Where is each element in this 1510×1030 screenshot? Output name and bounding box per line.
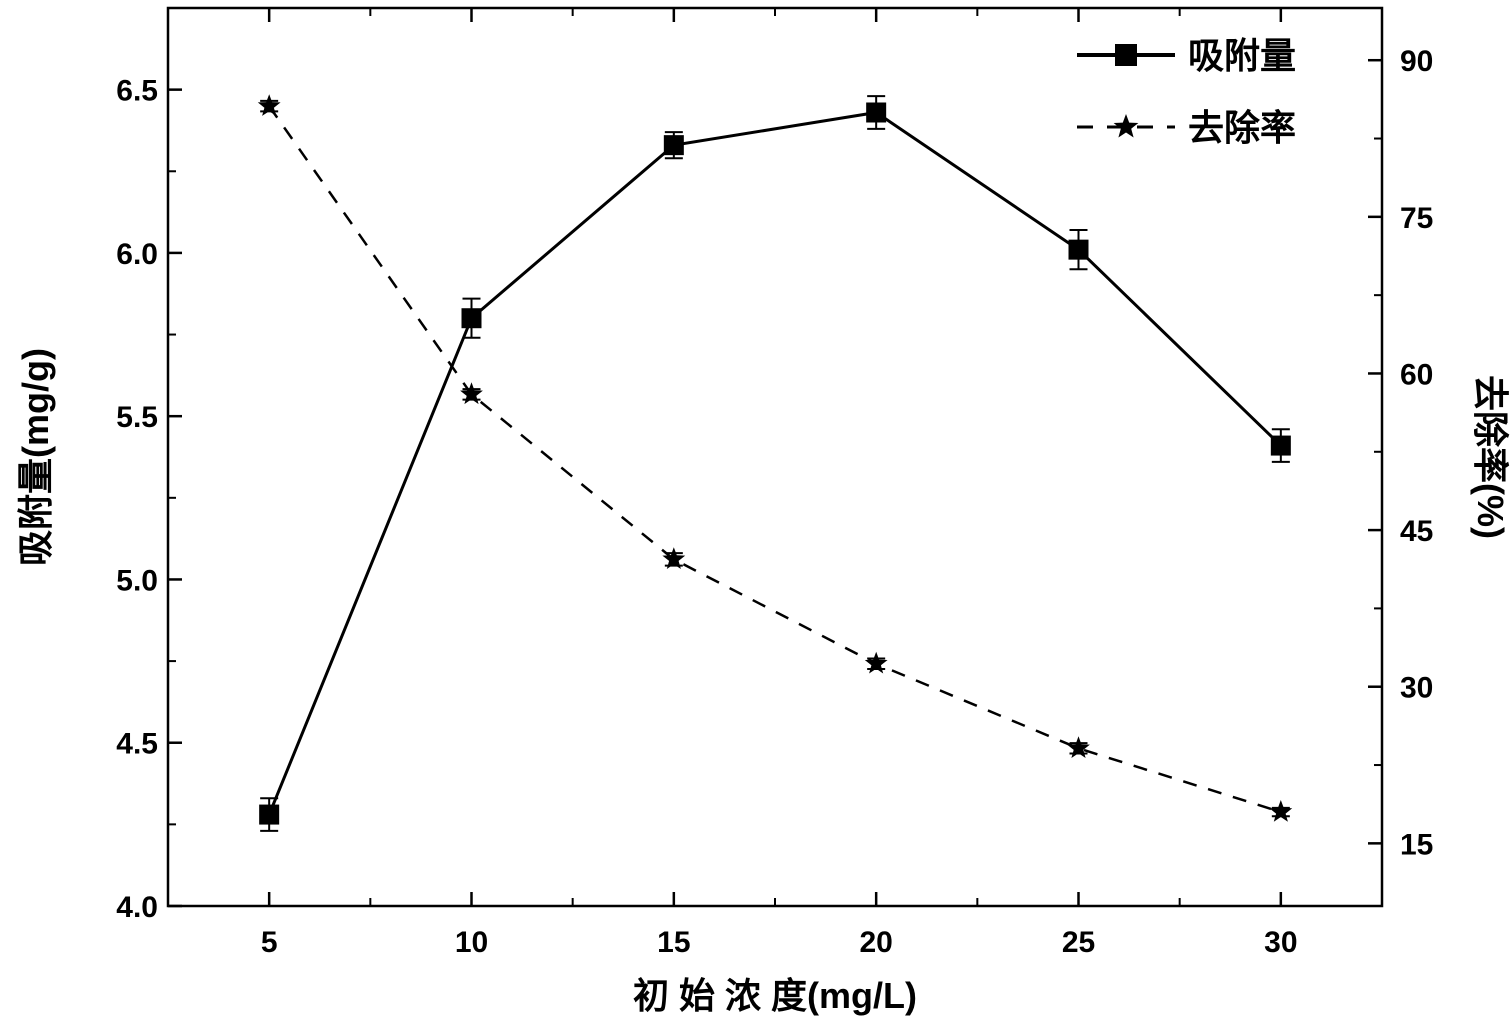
adsorption-point — [1068, 239, 1089, 260]
x-tick-label: 5 — [261, 926, 278, 959]
x-tick-label: 10 — [455, 926, 488, 959]
x-tick-label: 20 — [859, 926, 892, 959]
y2-tick-label: 75 — [1400, 202, 1433, 235]
adsorption-point — [1270, 435, 1291, 456]
adsorption-point — [663, 135, 684, 156]
y-tick-label: 5.0 — [116, 564, 158, 597]
y2-tick-label: 15 — [1400, 828, 1433, 861]
legend-removal-rate-marker — [1113, 114, 1139, 138]
y-tick-label: 6.0 — [116, 238, 158, 271]
y-tick-label: 6.5 — [116, 75, 158, 108]
removal-rate-series-line — [268, 105, 1282, 814]
removal-rate-point — [864, 651, 888, 674]
legend-removal-rate-label: 去除率 — [1188, 107, 1296, 148]
y2-tick-label: 90 — [1400, 45, 1433, 78]
removal-rate-point — [460, 382, 483, 405]
right-y-axis-title: 去除率(%) — [1470, 375, 1510, 539]
removal-rate-point — [662, 547, 686, 569]
left-y-axis-title: 吸附量(mg/g) — [15, 348, 56, 566]
legend-adsorption-label: 吸附量 — [1188, 35, 1296, 76]
x-tick-label: 25 — [1062, 926, 1095, 959]
adsorption-series-line — [267, 110, 1282, 816]
adsorption-point — [461, 308, 482, 329]
y2-tick-label: 60 — [1400, 358, 1433, 391]
y2-tick-label: 45 — [1400, 515, 1433, 548]
y2-tick-label: 30 — [1400, 672, 1433, 705]
x-tick-label: 15 — [657, 926, 690, 959]
y-tick-label: 4.5 — [116, 728, 158, 761]
y-tick-label: 5.5 — [116, 401, 158, 434]
x-tick-label: 30 — [1264, 926, 1297, 959]
adsorption-point — [259, 804, 280, 825]
x-axis-title: 初 始 浓 度(mg/L) — [633, 975, 917, 1016]
removal-rate-point — [1067, 736, 1090, 758]
removal-rate-point — [1269, 800, 1293, 822]
removal-rate-point — [257, 94, 281, 116]
adsorption-point — [866, 102, 887, 123]
legend-adsorption-marker — [1115, 44, 1137, 66]
y-tick-label: 4.0 — [116, 891, 158, 924]
